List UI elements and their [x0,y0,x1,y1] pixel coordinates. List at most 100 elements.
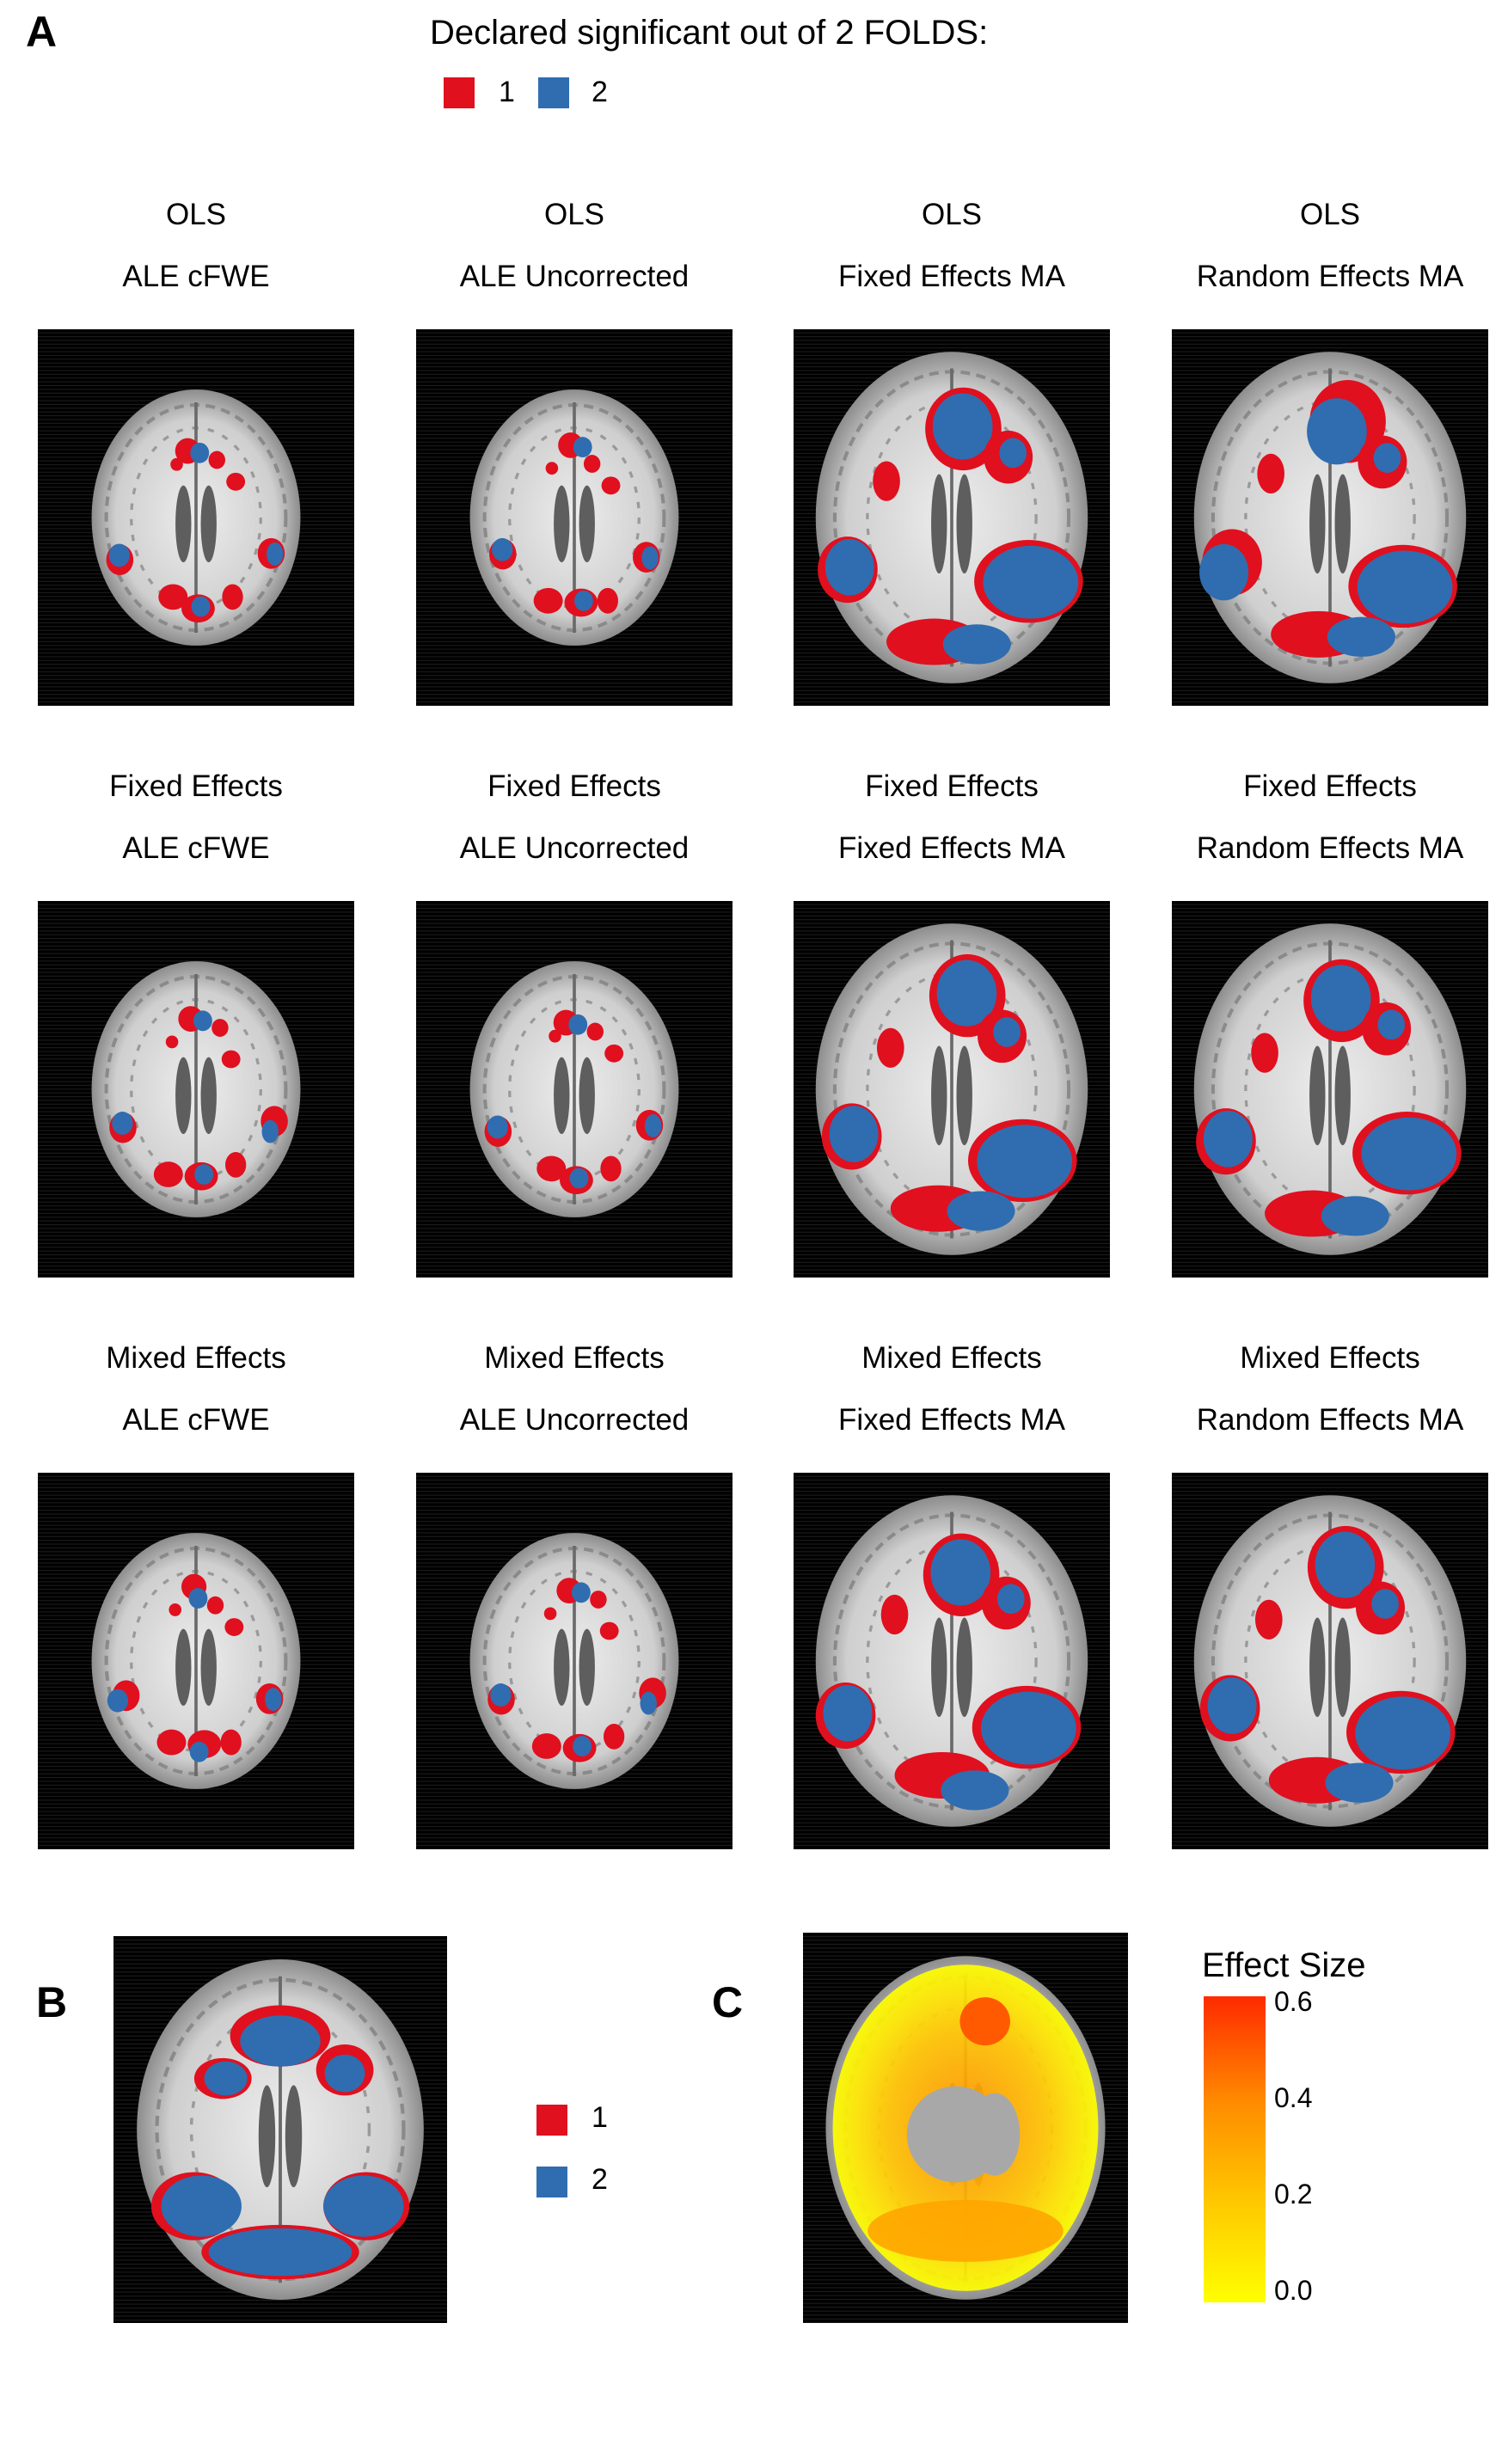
cell-title-method: Random Effects MA [1196,1403,1464,1437]
cell-title-method: ALE Uncorrected [459,1403,690,1437]
fold-1-cluster [169,1603,181,1616]
cell-title-model: Mixed Effects [106,1341,286,1375]
panel-c-effect-map [803,1933,1128,2323]
fold-2-cluster [997,1584,1025,1615]
fold-2-label: 2 [592,76,608,108]
fold-1-cluster [533,587,563,614]
fold-1-label: 1 [499,76,515,108]
fold-2-cluster [1203,1111,1253,1168]
fold-2-cluster [573,437,592,458]
fold-2-cluster [941,1770,1009,1811]
b-fold-2-swatch [536,2167,567,2197]
fold-2-cluster [487,1115,508,1139]
fold-2-cluster [1315,1531,1376,1598]
fold-2-cluster [1327,616,1395,657]
fold-1-cluster [590,1591,607,1609]
fold-2-cluster [1355,1696,1451,1770]
cell-title-method: ALE cFWE [122,1403,270,1437]
fold-1-cluster [170,457,183,471]
fold-2-cluster [108,543,130,567]
fold-2-cluster [324,2054,365,2093]
fold-2-cluster [640,1691,657,1715]
panel-b-letter: B [36,1978,68,2026]
brain-map [38,901,354,1278]
fold-2-cluster [1321,1196,1389,1236]
fold-2-cluster [1373,443,1401,473]
panel-b-brain [113,1936,447,2323]
fold-1-cluster [543,1607,557,1621]
fold-2-cluster [823,1684,873,1742]
cell-title-method: Fixed Effects MA [838,1403,1065,1437]
fold-2-cluster [204,2061,248,2096]
fold-2-cluster [112,1112,133,1135]
fold-2-cluster [193,1010,212,1032]
cell-title-model: OLS [543,198,605,231]
brain-map [794,901,1110,1278]
fold-1-cluster [158,584,188,610]
fold-1-cluster [549,1029,561,1043]
fold-1-cluster [876,1027,904,1068]
cell-title-method: Fixed Effects MA [838,260,1065,293]
brain-map [38,329,354,706]
fold-1-cluster [880,1594,909,1635]
fold-2-cluster [1377,1009,1406,1040]
brain-map [1172,329,1488,706]
fold-2-cluster [492,537,513,561]
fold-2-cluster [936,959,997,1027]
cell-title-method: Fixed Effects MA [838,831,1065,865]
colorbar-title: Effect Size [1202,1946,1366,1984]
cell-title-model: OLS [165,198,227,231]
fold-2-cluster [932,393,993,460]
cell-title-model: OLS [921,198,983,231]
brain-map [1172,1473,1488,1849]
fold-1-cluster [600,1155,622,1182]
cell-title-model: Fixed Effects [487,769,661,803]
fold-1-cluster [225,1151,247,1178]
panel-c-letter: C [712,1978,744,2026]
fold-2-cluster [188,1588,208,1609]
fold-2-cluster [568,1014,588,1035]
fold-2-cluster [208,2228,352,2277]
fold-2-cluster [189,1741,209,1762]
cell-title-method: Random Effects MA [1196,831,1464,865]
fold-1-cluster [226,472,246,491]
fold-1-cluster [156,1729,187,1756]
fold-1-cluster [536,1155,567,1182]
fold-1-cluster [220,1729,242,1756]
fold-2-cluster [977,1125,1073,1198]
peak-effect-region [959,1997,1010,2046]
fold-2-cluster [824,539,874,596]
fold-2-cluster [107,1689,129,1713]
cell-title-model: Fixed Effects [865,769,1039,803]
fold-1-cluster [604,1044,624,1063]
fold-2-cluster [993,1017,1021,1047]
fold-2-cluster [266,542,284,566]
fold-2-cluster [571,1582,591,1603]
fold-2-cluster [574,590,593,611]
fold-2-cluster [1361,1117,1457,1191]
fold-1-cluster [211,1019,229,1037]
cell-title-model: Mixed Effects [1240,1341,1420,1375]
fold-2-cluster [983,545,1079,619]
brain-map [794,329,1110,706]
fold-1-cluster [222,584,243,610]
fold-2-cluster [490,1683,512,1707]
brain-map [416,329,733,706]
fold-2-cluster [1307,398,1367,465]
fold-2-cluster [569,1168,589,1189]
brain-map [38,1473,354,1849]
fold-1-cluster [601,476,621,495]
cell-title-method: Random Effects MA [1196,260,1464,293]
fold-1-cluster [165,1035,179,1049]
fold-1-swatch [444,77,475,108]
brain-map [794,1473,1110,1849]
brain-map [416,901,733,1278]
fold-2-cluster [161,2175,242,2237]
b-fold-1-label: 1 [592,2101,608,2134]
fold-2-cluster [641,546,659,570]
cell-title-method: ALE cFWE [122,260,270,293]
fold-2-swatch [538,77,569,108]
fold-1-cluster [586,1022,604,1041]
cell-title-model: Mixed Effects [484,1341,665,1375]
cell-title-model: Mixed Effects [861,1341,1042,1375]
